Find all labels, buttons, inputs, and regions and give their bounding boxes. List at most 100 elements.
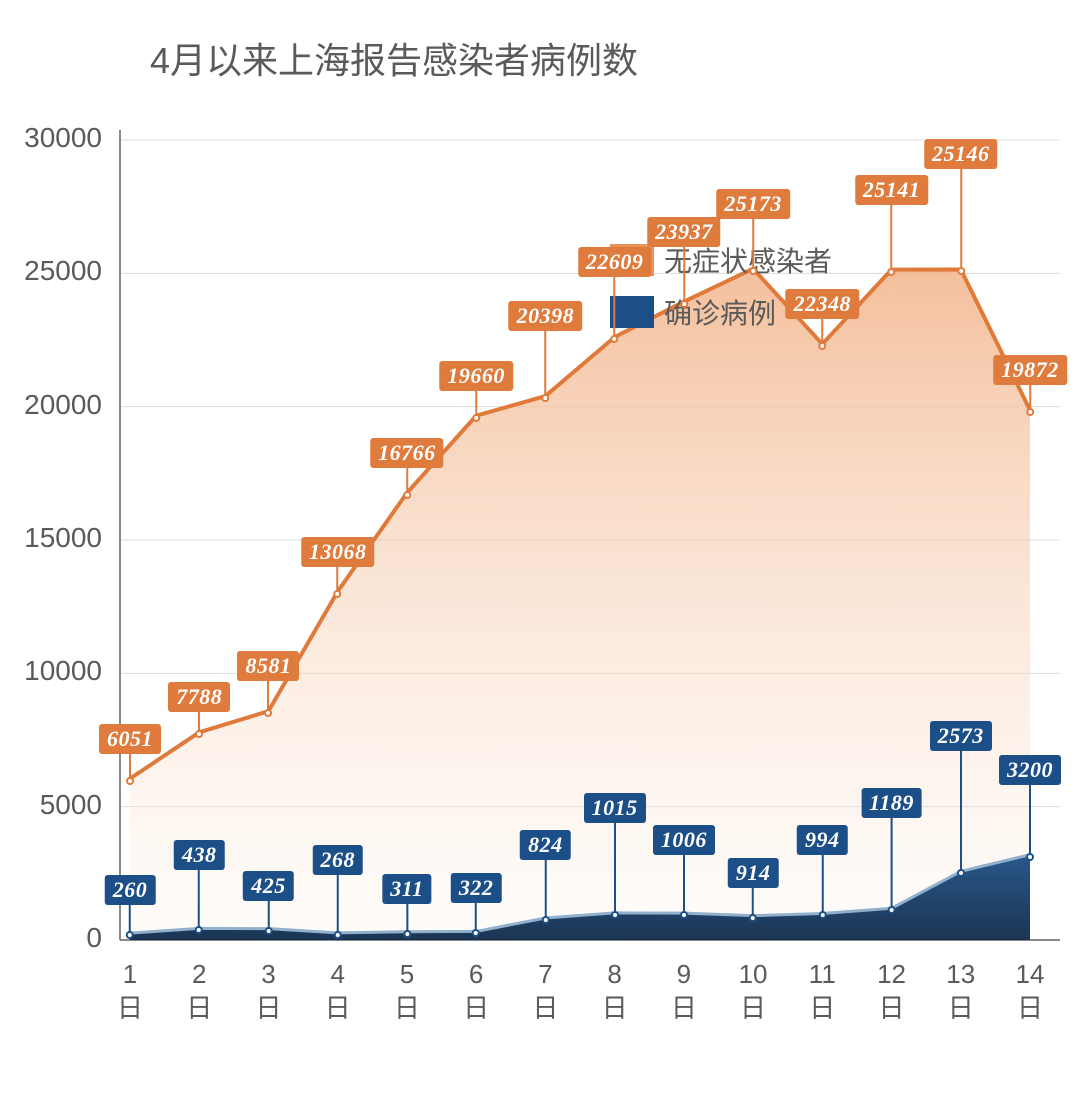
data-label: 3200 bbox=[999, 755, 1061, 785]
data-label: 260 bbox=[105, 875, 156, 905]
data-label-dot bbox=[334, 590, 342, 598]
data-label-box: 19660 bbox=[439, 361, 513, 391]
data-label-box: 994 bbox=[797, 825, 848, 855]
data-label-dot bbox=[680, 911, 688, 919]
data-label: 7788 bbox=[168, 682, 230, 712]
data-label-box: 23937 bbox=[647, 217, 721, 247]
data-label: 16766 bbox=[370, 438, 444, 468]
data-label-dot bbox=[126, 777, 134, 785]
data-label-dot bbox=[403, 491, 411, 499]
x-tick-label: 3日 bbox=[238, 958, 298, 1026]
data-label: 19872 bbox=[993, 355, 1067, 385]
data-label-box: 824 bbox=[520, 830, 571, 860]
y-tick-label: 25000 bbox=[0, 255, 102, 287]
data-label-box: 3200 bbox=[999, 755, 1061, 785]
x-tick-label: 12日 bbox=[862, 958, 922, 1026]
y-tick-label: 30000 bbox=[0, 122, 102, 154]
data-label-stem bbox=[891, 205, 893, 272]
data-label-dot bbox=[611, 911, 619, 919]
x-tick-label: 11日 bbox=[792, 958, 852, 1026]
data-label: 19660 bbox=[439, 361, 513, 391]
data-label-box: 22348 bbox=[786, 289, 860, 319]
data-label-stem bbox=[821, 855, 823, 915]
data-label: 8581 bbox=[237, 651, 299, 681]
data-label: 25146 bbox=[924, 139, 998, 169]
y-tick-label: 10000 bbox=[0, 655, 102, 687]
data-label-dot bbox=[818, 342, 826, 350]
data-label: 1189 bbox=[861, 788, 922, 818]
data-label-dot bbox=[749, 914, 757, 922]
x-tick-label: 13日 bbox=[931, 958, 991, 1026]
data-label-box: 268 bbox=[312, 845, 363, 875]
data-label-dot bbox=[957, 869, 965, 877]
data-label-box: 2573 bbox=[930, 721, 992, 751]
data-label: 322 bbox=[451, 873, 502, 903]
data-label-box: 1006 bbox=[653, 825, 715, 855]
data-label: 425 bbox=[243, 871, 294, 901]
x-tick-label: 14日 bbox=[1000, 958, 1060, 1026]
data-label-box: 25146 bbox=[924, 139, 998, 169]
data-label: 6051 bbox=[99, 724, 161, 754]
data-label-stem bbox=[614, 823, 616, 915]
data-label-box: 19872 bbox=[993, 355, 1067, 385]
data-label-box: 425 bbox=[243, 871, 294, 901]
data-label-dot bbox=[680, 300, 688, 308]
x-tick-label: 7日 bbox=[515, 958, 575, 1026]
data-label-dot bbox=[611, 335, 619, 343]
data-label-stem bbox=[1029, 785, 1031, 857]
data-label: 994 bbox=[797, 825, 848, 855]
data-label-box: 7788 bbox=[168, 682, 230, 712]
data-label: 438 bbox=[174, 840, 225, 870]
data-label-dot bbox=[749, 267, 757, 275]
data-label-dot bbox=[541, 916, 549, 924]
y-tick-label: 5000 bbox=[0, 789, 102, 821]
data-label-box: 13068 bbox=[301, 537, 375, 567]
data-label-dot bbox=[403, 930, 411, 938]
data-label-box: 914 bbox=[728, 858, 779, 888]
data-label-stem bbox=[544, 860, 546, 920]
data-label: 268 bbox=[312, 845, 363, 875]
data-label-stem bbox=[614, 277, 616, 339]
data-label-box: 20398 bbox=[509, 301, 583, 331]
y-tick-label: 15000 bbox=[0, 522, 102, 554]
data-label-box: 16766 bbox=[370, 438, 444, 468]
data-label-box: 260 bbox=[105, 875, 156, 905]
data-label: 824 bbox=[520, 830, 571, 860]
y-tick-label: 20000 bbox=[0, 389, 102, 421]
data-label-stem bbox=[198, 870, 200, 930]
data-label-stem bbox=[337, 875, 339, 935]
data-label-dot bbox=[472, 929, 480, 937]
x-tick-label: 1日 bbox=[100, 958, 160, 1026]
data-label-box: 8581 bbox=[237, 651, 299, 681]
data-label-box: 1189 bbox=[861, 788, 922, 818]
x-tick-label: 10日 bbox=[723, 958, 783, 1026]
data-label: 22348 bbox=[786, 289, 860, 319]
data-label-dot bbox=[264, 927, 272, 935]
data-label-stem bbox=[683, 855, 685, 915]
data-label-stem bbox=[683, 247, 685, 304]
data-label-dot bbox=[472, 414, 480, 422]
data-label-dot bbox=[818, 911, 826, 919]
data-label: 914 bbox=[728, 858, 779, 888]
data-label-dot bbox=[1026, 408, 1034, 416]
data-label-dot bbox=[126, 931, 134, 939]
data-label-box: 322 bbox=[451, 873, 502, 903]
data-label-dot bbox=[888, 906, 896, 914]
data-label-dot bbox=[957, 267, 965, 275]
data-label: 22609 bbox=[578, 247, 652, 277]
data-label-stem bbox=[544, 331, 546, 398]
data-label: 25141 bbox=[855, 175, 929, 205]
data-label-box: 438 bbox=[174, 840, 225, 870]
legend-swatch bbox=[610, 296, 654, 328]
x-tick-label: 8日 bbox=[585, 958, 645, 1026]
data-label-box: 1015 bbox=[584, 793, 646, 823]
data-label-stem bbox=[960, 751, 962, 873]
x-tick-label: 6日 bbox=[446, 958, 506, 1026]
data-label: 20398 bbox=[509, 301, 583, 331]
x-tick-label: 4日 bbox=[308, 958, 368, 1026]
data-label-dot bbox=[195, 926, 203, 934]
data-label: 311 bbox=[382, 874, 431, 904]
data-label-box: 6051 bbox=[99, 724, 161, 754]
data-label-box: 25141 bbox=[855, 175, 929, 205]
data-label: 1015 bbox=[584, 793, 646, 823]
